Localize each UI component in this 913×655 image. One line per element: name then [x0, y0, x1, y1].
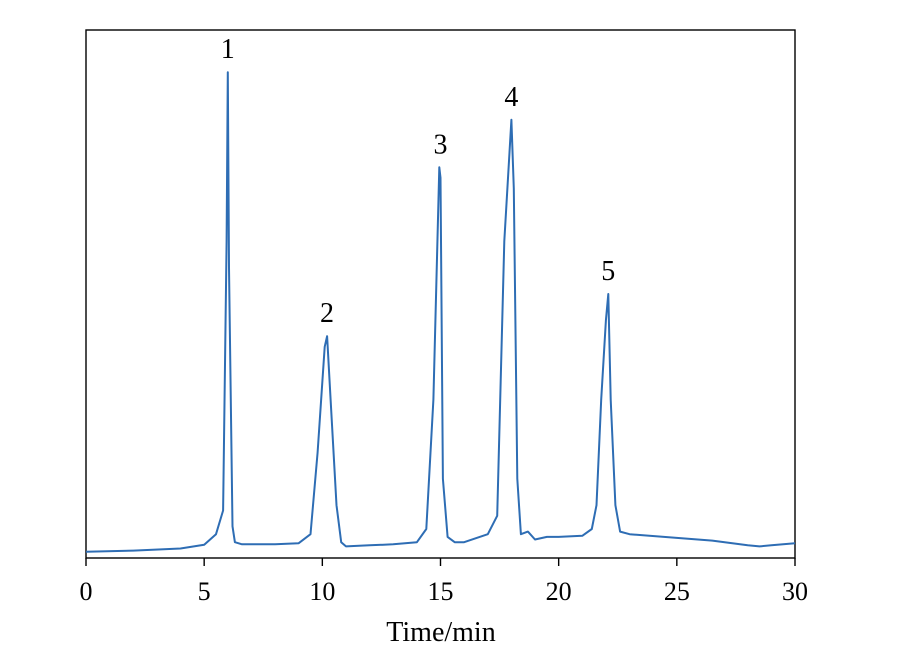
x-tick-label: 0	[80, 577, 93, 606]
x-tick-label: 30	[782, 577, 808, 606]
peak-label-5: 5	[601, 256, 615, 287]
chromatogram-trace	[85, 71, 796, 553]
peak-label-4: 4	[504, 82, 518, 113]
peak-label-3: 3	[434, 129, 448, 160]
peak-labels: 1 2 3 4 5	[221, 34, 615, 329]
peak-label-2: 2	[320, 298, 334, 329]
peak-label-1: 1	[221, 34, 235, 65]
x-tick-label: 20	[546, 577, 572, 606]
x-tick-label: 5	[198, 577, 211, 606]
x-tick-label: 15	[428, 577, 454, 606]
x-axis: 0 5 10 15 20 25 30	[80, 558, 808, 606]
x-tick-label: 25	[664, 577, 690, 606]
x-axis-title: Time/min	[386, 617, 495, 648]
x-tick-label: 10	[309, 577, 335, 606]
